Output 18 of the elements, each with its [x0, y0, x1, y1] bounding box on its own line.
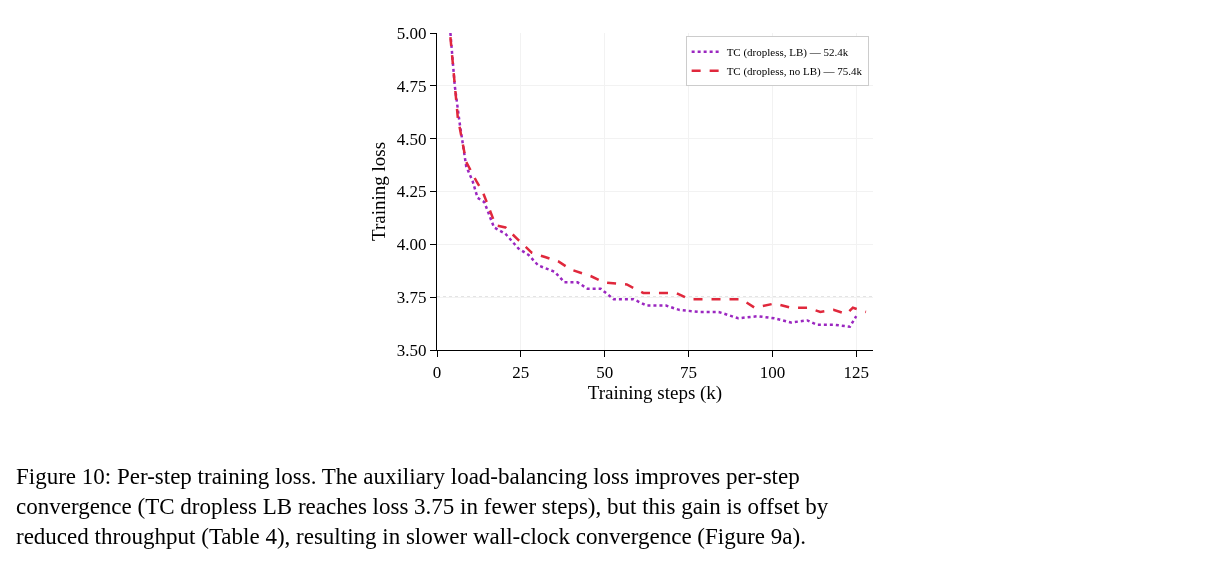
legend-label: TC (dropless, no LB) — 75.4k: [726, 64, 863, 78]
y-tick-label: 4.50: [396, 129, 427, 149]
y-tick-label: 4.25: [396, 182, 427, 202]
caption: Figure 10: Per-step training loss. The auxiliary load-balancing loss improves per-step convergence (TC dropless LB reaches loss 3.75 in fewer steps), but this gain is offset by reduced throughput (Table 4), resulting in slower wall-clock convergence (Figure 9a).: [16, 464, 829, 549]
y-tick-label: 4.75: [396, 76, 427, 96]
y-tick-label: 5.00: [396, 23, 427, 43]
y-tick-label: 4.00: [396, 235, 427, 255]
x-tick-label: 100: [759, 362, 786, 382]
x-axis-title: Training steps (k): [587, 381, 723, 404]
y-axis-title: Training loss: [367, 141, 389, 242]
legend-label: TC (dropless, LB) — 52.4k: [726, 45, 849, 59]
x-tick-label: 75: [680, 362, 698, 382]
x-tick-label: 25: [512, 362, 530, 382]
y-tick-label: 3.75: [396, 288, 427, 308]
x-tick-label: 50: [596, 362, 614, 382]
x-tick-label: 0: [432, 362, 442, 382]
y-tick-label: 3.50: [396, 340, 427, 360]
x-tick-label: 125: [843, 362, 869, 382]
